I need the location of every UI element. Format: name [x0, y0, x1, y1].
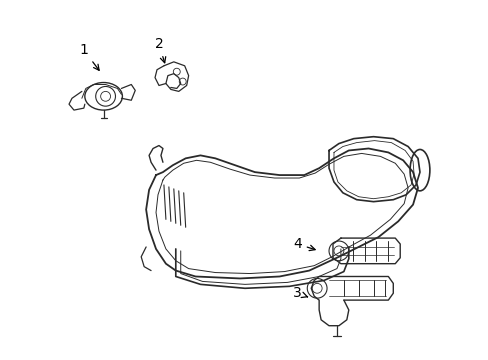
- Text: 3: 3: [292, 286, 307, 300]
- Text: 1: 1: [79, 43, 99, 70]
- Text: 4: 4: [292, 237, 315, 251]
- Text: 2: 2: [154, 37, 165, 63]
